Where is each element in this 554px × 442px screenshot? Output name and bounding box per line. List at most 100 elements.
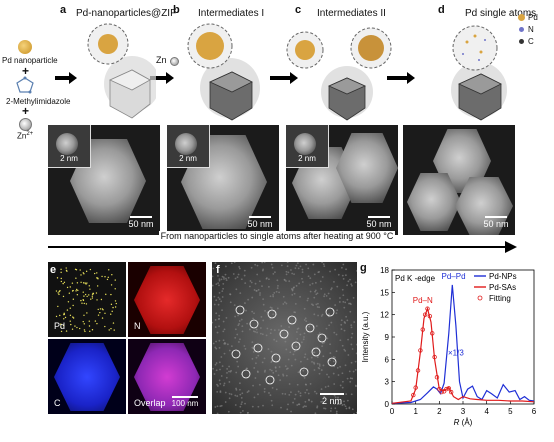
fitting-point xyxy=(413,385,418,390)
texture-dot xyxy=(346,298,349,301)
texture-dot xyxy=(307,267,310,270)
texture-dot xyxy=(227,410,230,413)
texture-dot xyxy=(241,325,244,328)
pd-dot xyxy=(75,288,78,291)
texture-dot xyxy=(225,279,228,282)
texture-dot xyxy=(324,386,327,388)
texture-dot xyxy=(216,390,219,393)
texture-dot xyxy=(303,332,306,335)
texture-dot xyxy=(228,392,231,395)
pd-dot xyxy=(85,270,88,273)
pd-dot xyxy=(92,292,94,295)
pd-dot xyxy=(72,298,75,300)
single-atom-circle xyxy=(267,309,277,319)
pd-dot xyxy=(86,312,88,314)
overlap-elemental-map: Overlap 100 nm xyxy=(128,339,206,414)
single-atom-circle xyxy=(327,357,337,367)
texture-dot xyxy=(321,313,324,316)
texture-dot xyxy=(344,322,347,324)
texture-dot xyxy=(315,325,318,327)
texture-dot xyxy=(263,387,266,390)
texture-dot xyxy=(317,314,320,317)
texture-dot xyxy=(270,399,273,402)
pd-dot xyxy=(56,277,59,279)
pd-dot xyxy=(96,322,98,325)
texture-dot xyxy=(351,377,354,380)
texture-dot xyxy=(309,383,312,385)
texture-dot xyxy=(303,377,306,379)
y-tick-label: 3 xyxy=(385,378,390,387)
texture-dot xyxy=(220,278,223,281)
texture-dot xyxy=(288,326,291,328)
pd-dot xyxy=(82,272,84,274)
texture-dot xyxy=(237,273,240,276)
texture-dot xyxy=(327,376,330,378)
texture-dot xyxy=(262,298,265,301)
tem-image-d: 50 nm xyxy=(403,125,515,235)
texture-dot xyxy=(347,338,349,341)
texture-dot xyxy=(333,394,336,397)
texture-dot xyxy=(216,412,219,414)
pd-dot xyxy=(82,320,84,323)
texture-dot xyxy=(257,405,260,408)
texture-dot xyxy=(302,369,305,372)
pd-dot xyxy=(69,314,72,317)
x-tick-label: 1 xyxy=(413,407,418,416)
texture-dot xyxy=(243,274,246,277)
texture-dot xyxy=(238,388,241,391)
texture-dot xyxy=(350,324,353,327)
texture-dot xyxy=(351,332,354,335)
texture-dot xyxy=(218,278,221,281)
texture-dot xyxy=(309,290,312,293)
pd-dot xyxy=(100,298,103,301)
texture-dot xyxy=(346,319,349,322)
texture-dot xyxy=(330,407,333,410)
texture-dot xyxy=(334,407,337,410)
texture-dot xyxy=(248,285,251,288)
texture-dot xyxy=(292,353,295,356)
texture-dot xyxy=(244,282,247,284)
texture-dot xyxy=(280,325,283,327)
texture-dot xyxy=(299,333,302,336)
methylimidazole-label: 2-Methylimidazole xyxy=(6,97,71,106)
texture-dot xyxy=(279,379,282,382)
texture-dot xyxy=(215,340,217,343)
intermediates-i-illustration xyxy=(187,23,260,121)
texture-dot xyxy=(285,273,288,276)
pd-dot xyxy=(108,329,110,331)
texture-dot xyxy=(329,410,332,412)
pd-dot xyxy=(82,282,85,284)
texture-dot xyxy=(268,392,270,394)
texture-dot xyxy=(253,396,256,399)
texture-dot xyxy=(290,288,293,290)
texture-dot xyxy=(336,285,339,288)
pd-dot xyxy=(112,322,115,324)
texture-dot xyxy=(278,366,281,368)
texture-dot xyxy=(273,291,276,294)
pd-dot xyxy=(99,308,102,310)
texture-dot xyxy=(291,293,294,296)
fitting-point xyxy=(425,306,430,311)
texture-dot xyxy=(321,276,324,278)
texture-dot xyxy=(252,317,254,320)
texture-dot xyxy=(272,313,275,316)
pd-dot xyxy=(101,275,103,278)
texture-dot xyxy=(284,393,287,395)
texture-dot xyxy=(225,316,228,319)
texture-dot xyxy=(335,312,338,315)
texture-dot xyxy=(234,277,237,280)
overlap-map-label: Overlap xyxy=(134,398,166,408)
texture-dot xyxy=(326,337,329,340)
texture-dot xyxy=(263,357,266,360)
texture-dot xyxy=(212,267,215,270)
texture-dot xyxy=(237,314,239,317)
pd-dot xyxy=(62,324,65,327)
pd-dot xyxy=(65,330,68,332)
pd-dot xyxy=(79,269,81,271)
fitting-point xyxy=(439,389,444,395)
texture-dot xyxy=(257,354,260,357)
texture-dot xyxy=(282,373,284,376)
texture-dot xyxy=(213,303,216,306)
texture-dot xyxy=(234,328,237,331)
texture-dot xyxy=(241,392,244,395)
